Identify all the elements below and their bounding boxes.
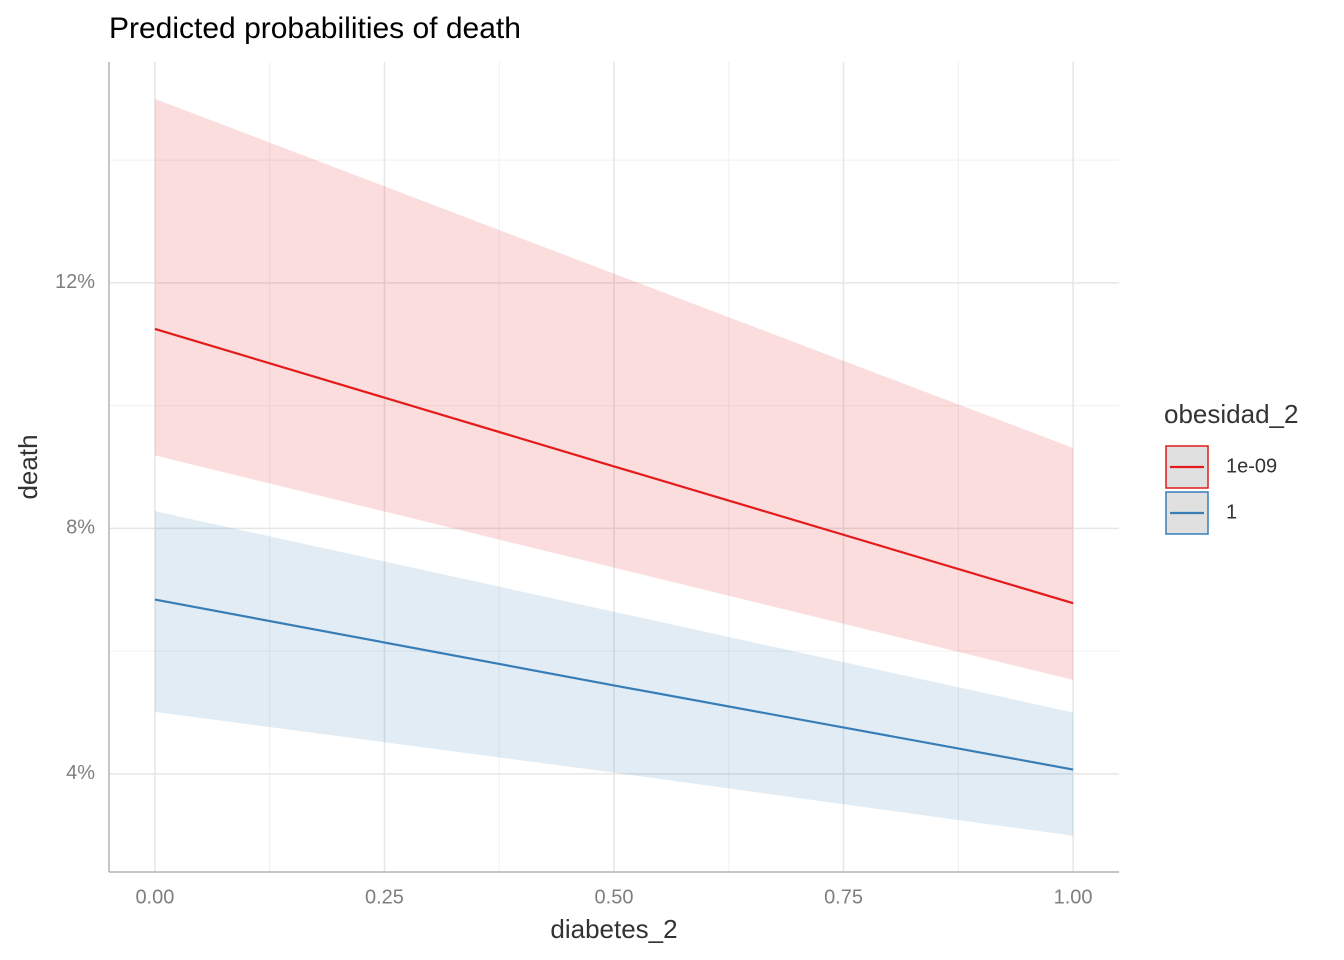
x-tick-label: 1.00 <box>1054 886 1093 908</box>
line <box>154 598 1074 771</box>
x-tick-label: 0.75 <box>824 886 863 908</box>
legend-label: 1e-09 <box>1226 455 1277 477</box>
legend-label: 1 <box>1226 501 1237 523</box>
x-axis-title: diabetes_2 <box>550 914 677 944</box>
chart-title: Predicted probabilities of death <box>109 12 521 45</box>
confidence-band <box>154 511 1074 836</box>
x-tick-label: 0.50 <box>595 886 634 908</box>
y-tick-label: 4% <box>66 762 95 784</box>
x-tick-label: 0.00 <box>135 886 174 908</box>
line <box>154 327 1074 605</box>
legend-title: obesidad_2 <box>1164 399 1298 429</box>
y-tick-label: 12% <box>55 271 95 293</box>
x-tick-label: 0.25 <box>365 886 404 908</box>
y-tick-label: 8% <box>66 517 95 539</box>
y-axis-title: death <box>13 434 43 499</box>
